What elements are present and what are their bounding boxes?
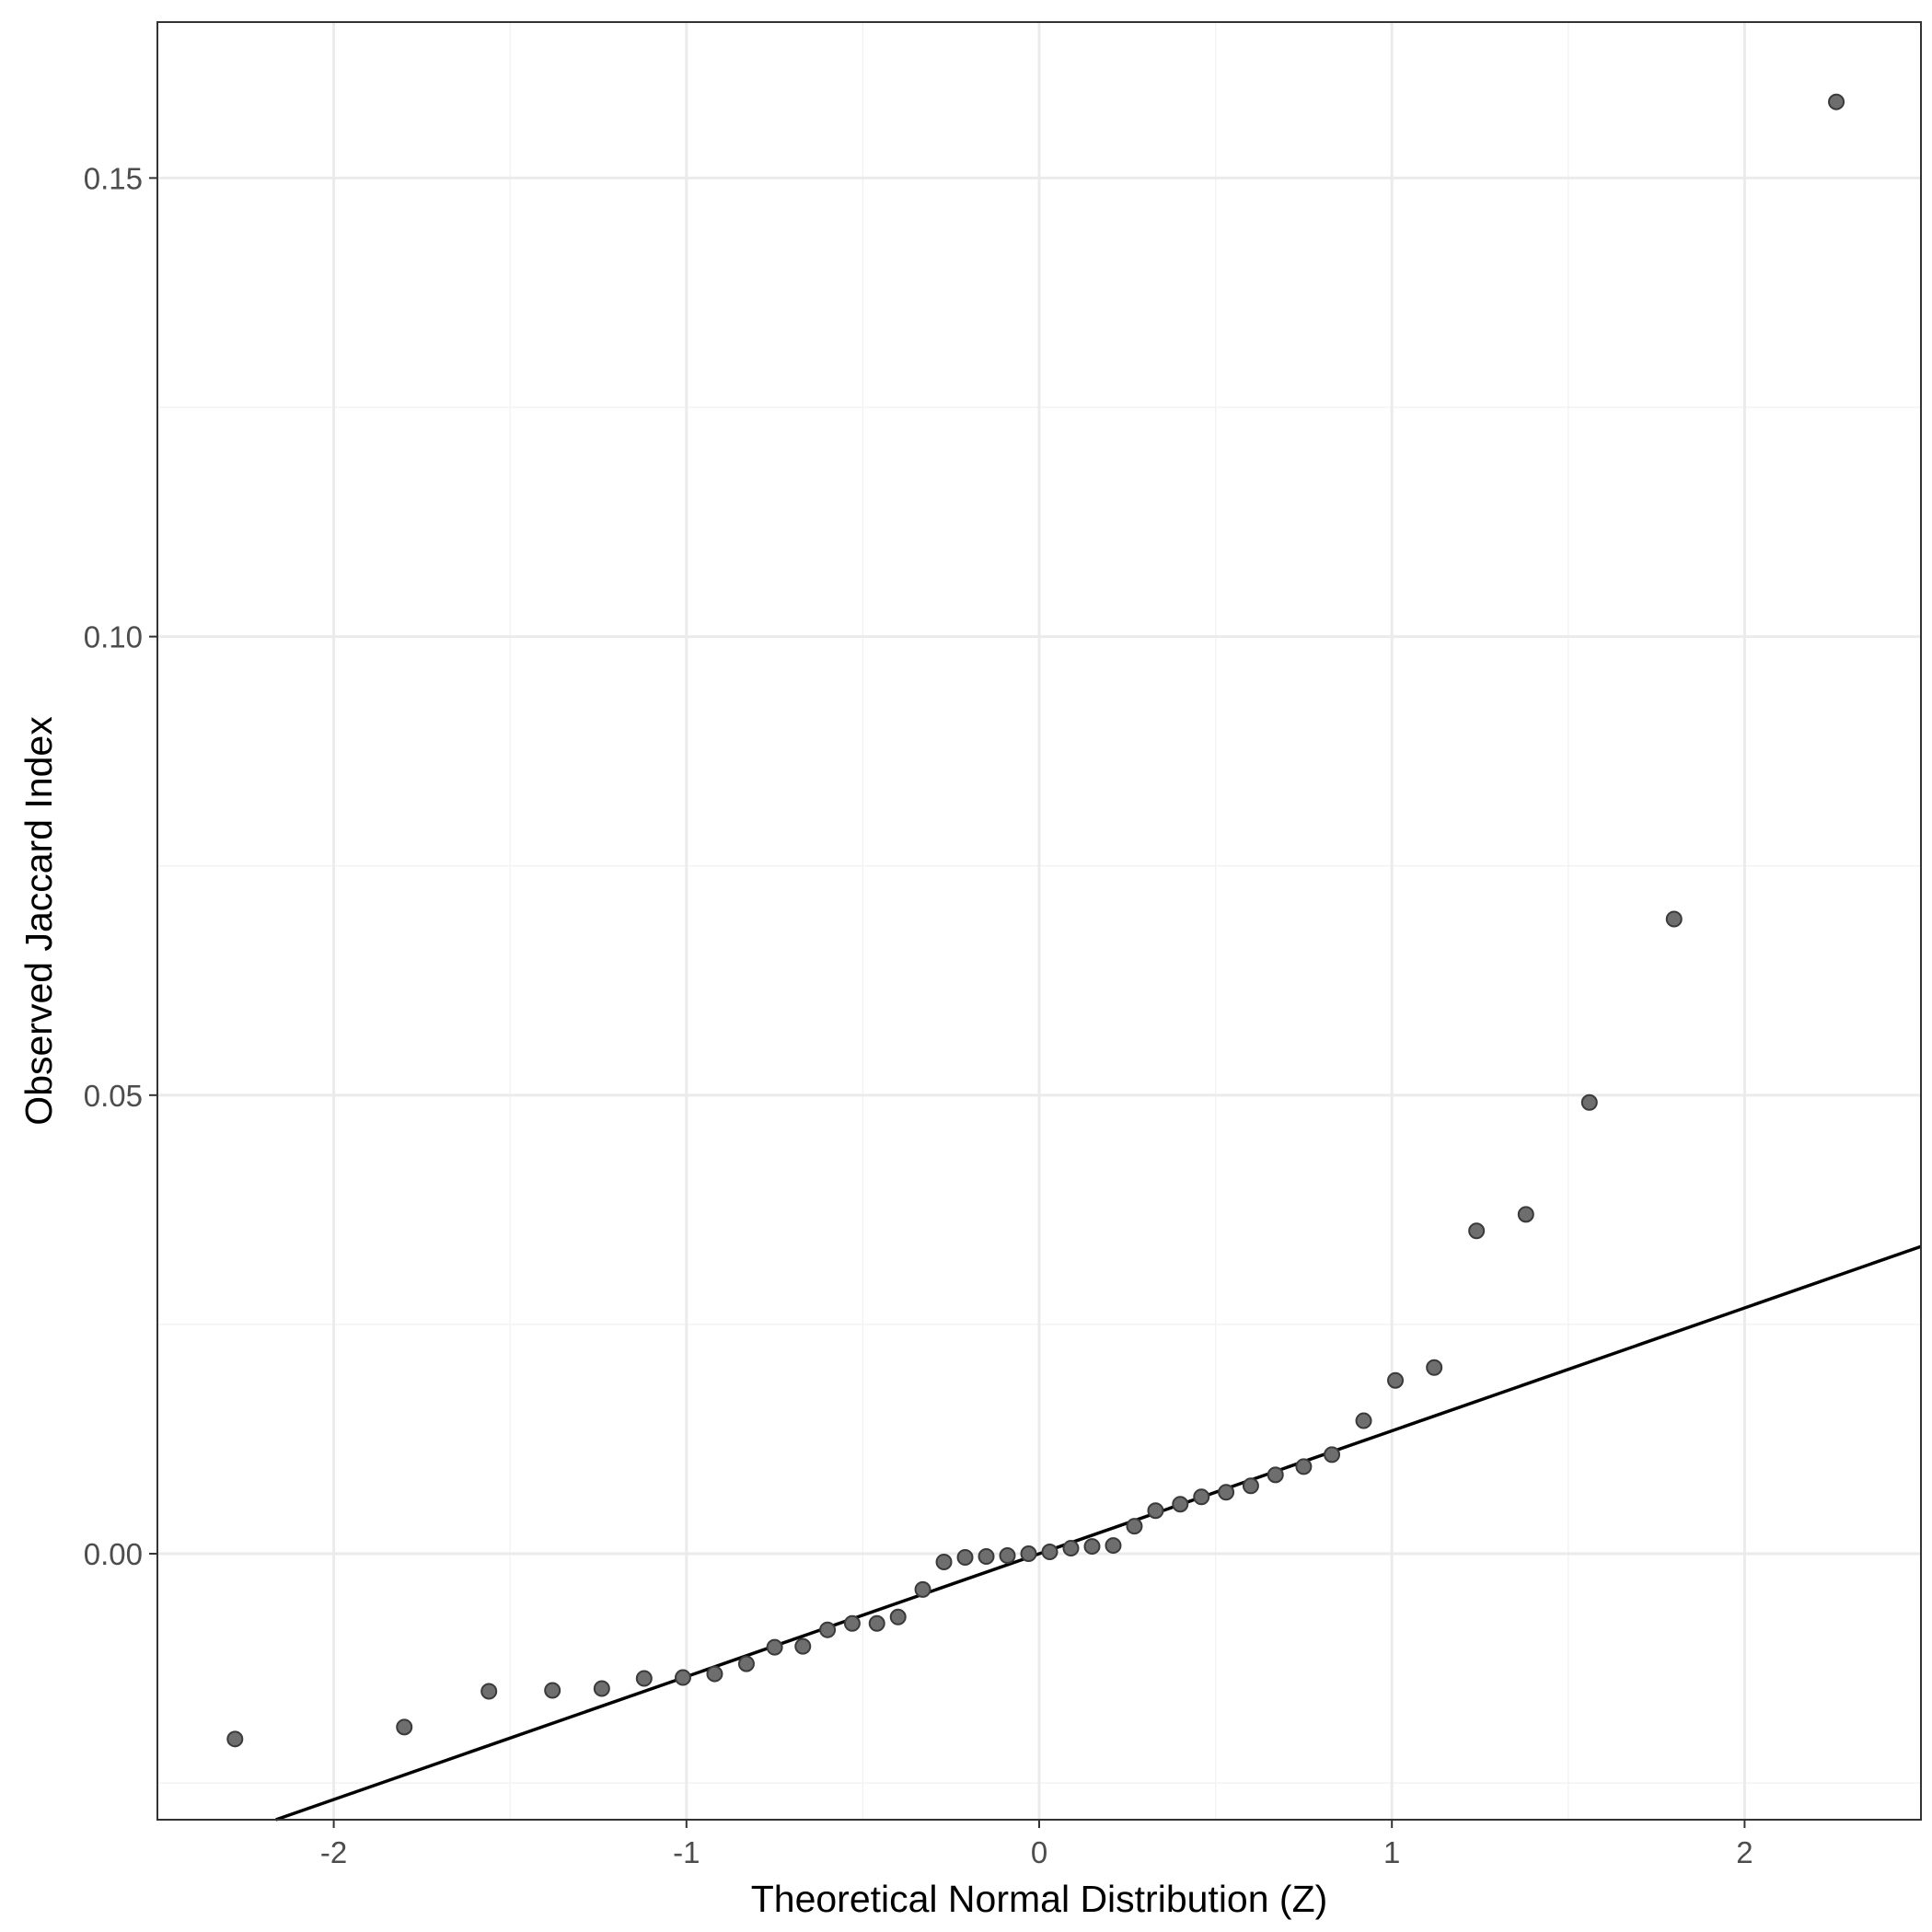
data-point-31 xyxy=(1267,1466,1284,1484)
data-point-35 xyxy=(1387,1371,1405,1389)
x-tick-label: -2 xyxy=(320,1835,347,1869)
data-point-33 xyxy=(1324,1446,1341,1463)
x-tick-label: 2 xyxy=(1736,1835,1753,1869)
data-point-18 xyxy=(978,1548,995,1566)
data-point-0 xyxy=(226,1730,244,1748)
data-point-29 xyxy=(1218,1484,1235,1501)
data-point-2 xyxy=(480,1683,498,1700)
reference-line-layer xyxy=(275,1244,1922,1822)
data-point-16 xyxy=(935,1554,953,1571)
data-point-3 xyxy=(544,1682,561,1699)
y-tick-label: 0.05 xyxy=(84,1079,143,1113)
data-point-22 xyxy=(1062,1540,1080,1557)
y-tick-label: 0.00 xyxy=(84,1537,143,1571)
data-point-10 xyxy=(794,1637,812,1655)
data-point-1 xyxy=(396,1718,413,1736)
data-point-14 xyxy=(889,1608,907,1625)
data-point-11 xyxy=(819,1621,837,1638)
data-point-21 xyxy=(1041,1544,1059,1561)
y-axis-title: Observed Jaccard Index xyxy=(17,716,60,1126)
data-point-38 xyxy=(1517,1206,1534,1223)
axis-ticks xyxy=(149,177,1746,1828)
data-point-37 xyxy=(1468,1222,1486,1240)
x-tick-label: 0 xyxy=(1031,1835,1047,1869)
x-tick-labels: -2 -1 0 1 2 xyxy=(320,1835,1753,1869)
data-point-36 xyxy=(1426,1359,1443,1376)
data-point-40 xyxy=(1665,910,1683,928)
data-point-4 xyxy=(593,1680,610,1697)
data-point-9 xyxy=(766,1638,783,1656)
data-point-7 xyxy=(706,1665,723,1683)
data-point-20 xyxy=(1020,1545,1037,1563)
data-point-41 xyxy=(1828,93,1845,110)
data-point-6 xyxy=(674,1669,691,1686)
data-point-26 xyxy=(1147,1502,1164,1520)
data-point-12 xyxy=(843,1614,861,1632)
y-tick-label: 0.10 xyxy=(84,620,143,654)
x-tick-label: 1 xyxy=(1383,1835,1400,1869)
data-point-32 xyxy=(1295,1458,1313,1475)
data-point-34 xyxy=(1355,1412,1372,1429)
data-point-39 xyxy=(1580,1093,1598,1111)
data-point-19 xyxy=(999,1547,1016,1565)
data-point-23 xyxy=(1083,1538,1101,1556)
data-points xyxy=(226,93,1845,1748)
data-point-24 xyxy=(1105,1537,1122,1555)
data-point-17 xyxy=(956,1549,974,1567)
data-point-25 xyxy=(1126,1518,1143,1535)
y-tick-labels: 0.00 0.05 0.10 0.15 xyxy=(84,161,143,1571)
y-tick-label: 0.15 xyxy=(84,161,143,195)
data-point-5 xyxy=(635,1670,653,1687)
data-point-27 xyxy=(1172,1496,1189,1513)
data-point-30 xyxy=(1242,1477,1259,1495)
data-point-28 xyxy=(1193,1488,1210,1506)
x-axis-title: Theoretical Normal Distribution (Z) xyxy=(751,1878,1328,1920)
data-point-8 xyxy=(737,1655,755,1672)
x-tick-label: -1 xyxy=(673,1835,700,1869)
data-point-13 xyxy=(868,1614,885,1632)
reference-line xyxy=(275,1244,1922,1822)
data-point-15 xyxy=(914,1580,931,1598)
